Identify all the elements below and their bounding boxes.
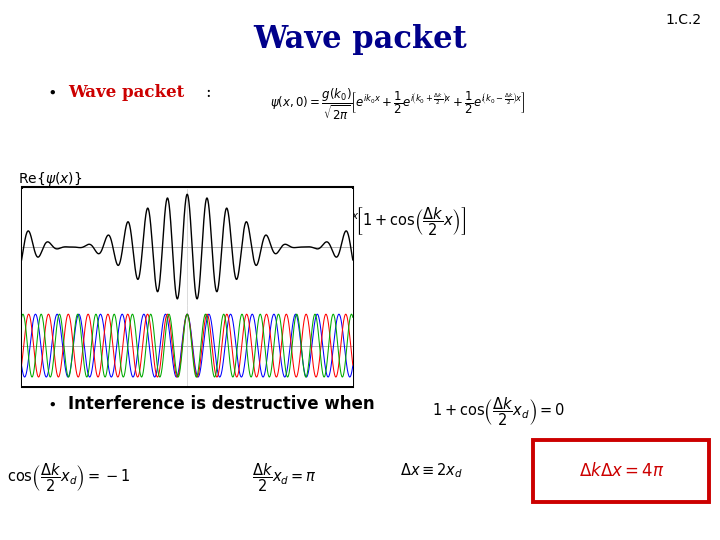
Text: $=\dfrac{g(k_0)}{\sqrt{2\pi}}\,e^{ik_0x}\!\left[1+\cos\!\left(\dfrac{\Delta k}{2: $=\dfrac{g(k_0)}{\sqrt{2\pi}}\,e^{ik_0x}… [270, 202, 467, 243]
Text: $\bullet$: $\bullet$ [47, 395, 56, 410]
Text: $\Delta k\Delta x=4\pi$: $\Delta k\Delta x=4\pi$ [579, 462, 664, 480]
Text: $\psi(x,0)=\dfrac{g(k_0)}{\sqrt{2\pi}}\!\left[e^{ik_0x}+\dfrac{1}{2}e^{i\!\left(: $\psi(x,0)=\dfrac{g(k_0)}{\sqrt{2\pi}}\!… [270, 86, 526, 122]
Text: $\cos\!\left(\dfrac{\Delta k}{2}x_d\right)=-1$: $\cos\!\left(\dfrac{\Delta k}{2}x_d\righ… [7, 462, 131, 494]
Text: Wave packet: Wave packet [253, 24, 467, 55]
Text: $\mathrm{Re}\{\psi(x)\}$: $\mathrm{Re}\{\psi(x)\}$ [18, 170, 82, 188]
Text: 1.C.2: 1.C.2 [666, 14, 702, 28]
Text: $\Delta x\equiv 2x_d$: $\Delta x\equiv 2x_d$ [400, 462, 463, 481]
Text: $\bullet$: $\bullet$ [47, 84, 56, 99]
FancyBboxPatch shape [533, 440, 709, 502]
Text: $\dfrac{\Delta k}{2}x_d=\pi$: $\dfrac{\Delta k}{2}x_d=\pi$ [252, 462, 317, 494]
Text: $1+\cos\!\left(\dfrac{\Delta k}{2}x_d\right)=0$: $1+\cos\!\left(\dfrac{\Delta k}{2}x_d\ri… [432, 395, 565, 428]
Text: :: : [205, 84, 211, 100]
Text: Wave packet: Wave packet [68, 84, 184, 100]
Text: Interference is destructive when: Interference is destructive when [68, 395, 375, 413]
